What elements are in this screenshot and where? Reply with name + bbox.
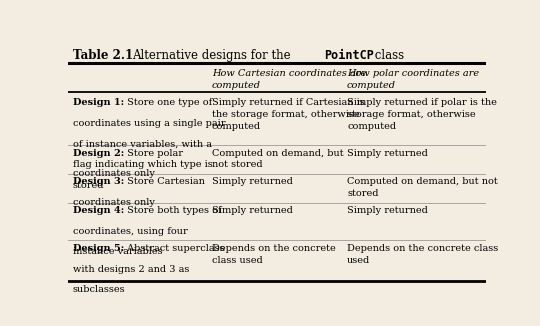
Text: Design 2:: Design 2:	[73, 149, 124, 157]
Text: Depends on the concrete class
used: Depends on the concrete class used	[347, 244, 498, 265]
Text: class: class	[372, 49, 404, 62]
Text: Store one type of: Store one type of	[124, 98, 212, 107]
Text: Simply returned: Simply returned	[347, 149, 428, 157]
Text: stored: stored	[73, 181, 104, 190]
Text: Depends on the concrete
class used: Depends on the concrete class used	[212, 244, 336, 265]
Text: coordinates using a single pair: coordinates using a single pair	[73, 119, 225, 128]
Text: Simply returned: Simply returned	[347, 206, 428, 215]
Text: PointCP: PointCP	[324, 49, 374, 62]
Text: Alternative designs for the: Alternative designs for the	[132, 49, 295, 62]
Text: Computed on demand, but
not stored: Computed on demand, but not stored	[212, 149, 343, 170]
Text: How Cartesian coordinates are
computed: How Cartesian coordinates are computed	[212, 69, 366, 90]
Text: coordinates only: coordinates only	[73, 198, 155, 207]
Text: Simply returned if polar is the
storage format, otherwise
computed: Simply returned if polar is the storage …	[347, 98, 497, 131]
Text: How polar coordinates are
computed: How polar coordinates are computed	[347, 69, 479, 90]
Text: Simply returned: Simply returned	[212, 206, 293, 215]
Text: Simply returned: Simply returned	[212, 177, 293, 186]
Text: Store polar: Store polar	[124, 149, 183, 157]
Text: Store Cartesian: Store Cartesian	[124, 177, 205, 186]
Text: Design 1:: Design 1:	[73, 98, 124, 107]
Text: Simply returned if Cartesian is
the storage format, otherwise
computed: Simply returned if Cartesian is the stor…	[212, 98, 364, 131]
Text: Design 4:: Design 4:	[73, 206, 124, 215]
Text: with designs 2 and 3 as: with designs 2 and 3 as	[73, 264, 190, 274]
Text: Abstract superclass: Abstract superclass	[124, 244, 225, 253]
Text: coordinates only: coordinates only	[73, 169, 155, 178]
Text: Table 2.1: Table 2.1	[73, 49, 133, 62]
Text: Design 5:: Design 5:	[73, 244, 124, 253]
Text: Store both types of: Store both types of	[124, 206, 222, 215]
Text: subclasses: subclasses	[73, 285, 126, 294]
Text: instance variables: instance variables	[73, 247, 163, 257]
Text: Computed on demand, but not
stored: Computed on demand, but not stored	[347, 177, 498, 198]
Text: flag indicating which type is: flag indicating which type is	[73, 160, 213, 169]
Text: of instance variables, with a: of instance variables, with a	[73, 140, 212, 149]
Text: coordinates, using four: coordinates, using four	[73, 227, 188, 236]
Text: Design 3:: Design 3:	[73, 177, 124, 186]
